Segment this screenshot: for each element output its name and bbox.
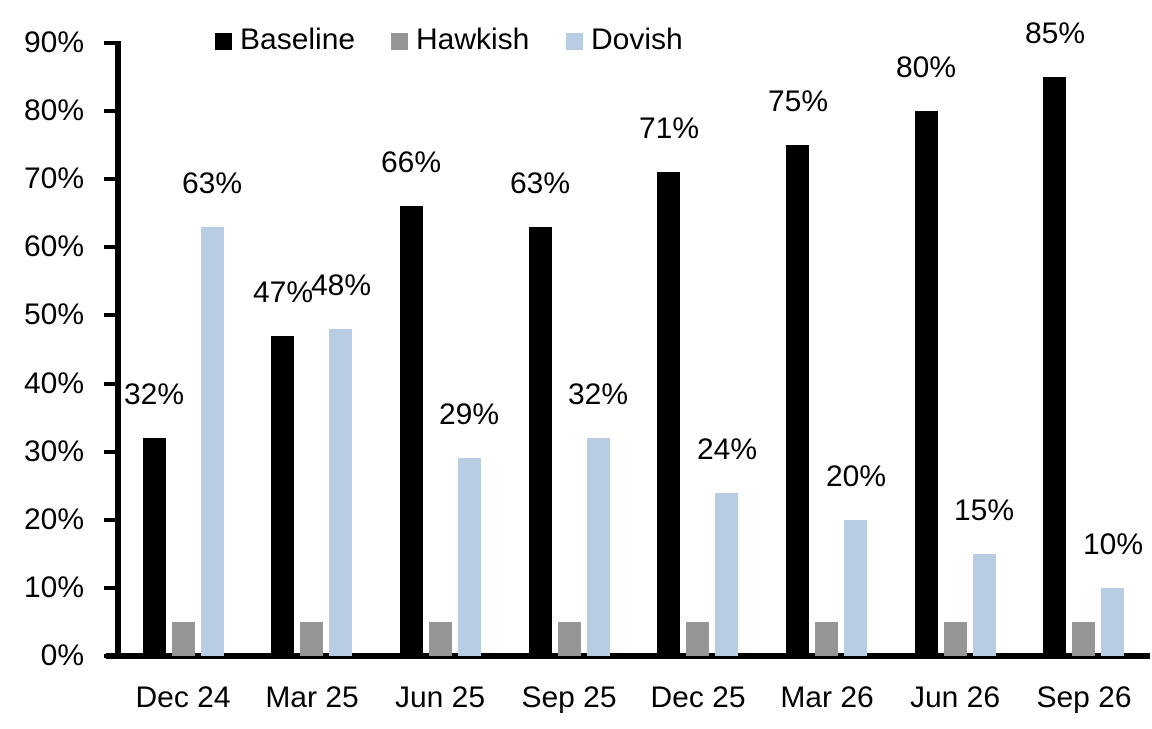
- legend-swatch-hawkish-icon: [391, 32, 408, 50]
- data-label-dovish-mar-26: 20%: [825, 460, 887, 493]
- y-axis-tick-label: 50%: [23, 298, 84, 332]
- legend-item-baseline: Baseline: [215, 22, 355, 58]
- bar-baseline-dec-25: [657, 172, 680, 656]
- legend-label-hawkish: Hawkish: [416, 23, 530, 56]
- y-axis-tick: [104, 245, 118, 250]
- x-axis-line: [106, 653, 1150, 659]
- data-label-dovish-mar-25: 48%: [310, 269, 372, 302]
- bar-hawkish-mar-26: [815, 622, 838, 656]
- x-axis-label-sep-26: Sep 26: [1036, 681, 1132, 714]
- bar-dovish-dec-25: [715, 493, 738, 656]
- bar-dovish-jun-25: [458, 458, 481, 656]
- y-axis-tick-label: 40%: [23, 366, 84, 400]
- y-axis-tick: [104, 313, 118, 318]
- data-label-dovish-sep-26: 10%: [1082, 528, 1144, 561]
- bar-dovish-dec-24: [201, 227, 224, 656]
- bar-dovish-sep-25: [587, 438, 610, 656]
- bar-hawkish-mar-25: [300, 622, 323, 656]
- y-axis-tick-label: 70%: [23, 162, 84, 196]
- bar-baseline-jun-25: [400, 206, 423, 656]
- y-axis-tick: [104, 381, 118, 386]
- y-axis-tick-label: 60%: [23, 230, 84, 264]
- bar-dovish-jun-26: [973, 554, 996, 656]
- y-axis-tick-label: 30%: [23, 434, 84, 468]
- bar-dovish-mar-26: [844, 520, 867, 656]
- bar-hawkish-dec-24: [172, 622, 195, 656]
- y-axis-tick: [104, 41, 118, 45]
- data-label-baseline-jun-25: 66%: [380, 146, 442, 179]
- y-axis-tick: [104, 585, 118, 590]
- legend-item-dovish: Dovish: [566, 22, 683, 58]
- bar-baseline-mar-26: [786, 145, 809, 656]
- legend-swatch-dovish-icon: [566, 32, 583, 50]
- x-axis-label-jun-25: Jun 25: [394, 681, 486, 714]
- bar-hawkish-sep-25: [558, 622, 581, 656]
- y-axis-tick-label: 0%: [40, 639, 84, 672]
- bar-baseline-mar-25: [271, 336, 294, 656]
- data-label-dovish-jun-25: 29%: [438, 398, 500, 431]
- y-axis-tick-label: 20%: [23, 502, 84, 536]
- bar-dovish-mar-25: [329, 329, 352, 656]
- bar-hawkish-dec-25: [686, 622, 709, 656]
- bar-hawkish-sep-26: [1072, 622, 1095, 656]
- bar-dovish-sep-26: [1101, 588, 1124, 656]
- data-label-baseline-mar-25: 47%: [252, 276, 314, 309]
- x-axis-label-mar-26: Mar 26: [780, 681, 874, 714]
- x-axis-label-dec-24: Dec 24: [135, 681, 231, 714]
- x-axis-label-sep-25: Sep 25: [521, 681, 617, 714]
- legend-swatch-baseline-icon: [215, 32, 232, 50]
- y-axis-line: [115, 41, 121, 658]
- x-axis-label-jun-26: Jun 26: [909, 681, 1001, 714]
- y-axis-tick: [104, 449, 118, 454]
- data-label-dovish-jun-26: 15%: [953, 494, 1015, 527]
- data-label-baseline-sep-26: 85%: [1024, 17, 1086, 50]
- y-axis-tick: [104, 177, 118, 182]
- data-label-dovish-dec-25: 24%: [696, 433, 758, 466]
- y-axis-tick-label: 10%: [23, 570, 84, 604]
- data-label-dovish-dec-24: 63%: [181, 167, 243, 200]
- y-axis-tick-label: 90%: [23, 26, 84, 59]
- bar-baseline-dec-24: [143, 438, 166, 656]
- bar-hawkish-jun-26: [944, 622, 967, 656]
- y-axis-tick: [104, 517, 118, 522]
- data-label-baseline-mar-26: 75%: [767, 85, 829, 118]
- legend-item-hawkish: Hawkish: [391, 22, 529, 58]
- data-label-baseline-sep-25: 63%: [509, 167, 571, 200]
- bar-baseline-sep-25: [529, 227, 552, 656]
- data-label-baseline-dec-25: 71%: [638, 112, 700, 145]
- data-label-baseline-dec-24: 32%: [123, 378, 185, 411]
- y-axis-tick: [104, 109, 118, 114]
- x-axis-label-mar-25: Mar 25: [265, 681, 359, 714]
- data-label-dovish-sep-25: 32%: [567, 378, 629, 411]
- legend-label-dovish: Dovish: [591, 23, 683, 56]
- bar-baseline-jun-26: [915, 111, 938, 656]
- legend-label-baseline: Baseline: [240, 23, 356, 56]
- bar-hawkish-jun-25: [429, 622, 452, 656]
- bar-baseline-sep-26: [1043, 77, 1066, 656]
- x-axis-label-dec-25: Dec 25: [650, 681, 746, 714]
- data-label-baseline-jun-26: 80%: [895, 51, 957, 84]
- y-axis-tick-label: 80%: [23, 94, 84, 128]
